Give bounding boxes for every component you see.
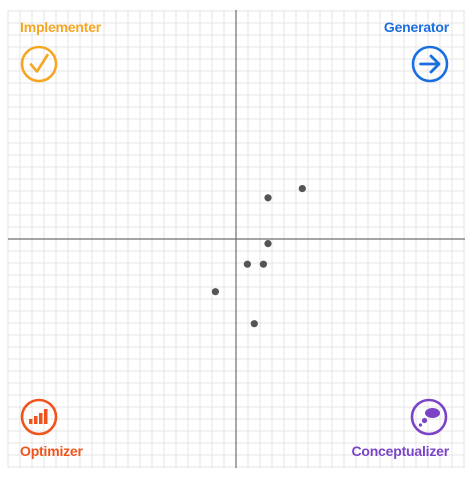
data-point [298, 185, 306, 193]
data-points [211, 185, 306, 328]
bar-chart-circle-icon [20, 398, 58, 436]
data-point [259, 260, 267, 268]
data-point [211, 288, 219, 296]
arrow-right-circle-icon [411, 45, 449, 83]
data-point [264, 240, 272, 248]
optimizer-label: Optimizer [20, 443, 83, 459]
data-point [243, 260, 251, 268]
data-point [264, 194, 272, 202]
generator-label: Generator [383, 19, 449, 35]
checkmark-circle-icon [20, 45, 58, 83]
implementer-label: Implementer [20, 19, 102, 35]
thought-bubble-circle-icon [410, 398, 448, 436]
conceptualizer-label: Conceptualizer [351, 443, 449, 459]
data-point [250, 320, 258, 328]
